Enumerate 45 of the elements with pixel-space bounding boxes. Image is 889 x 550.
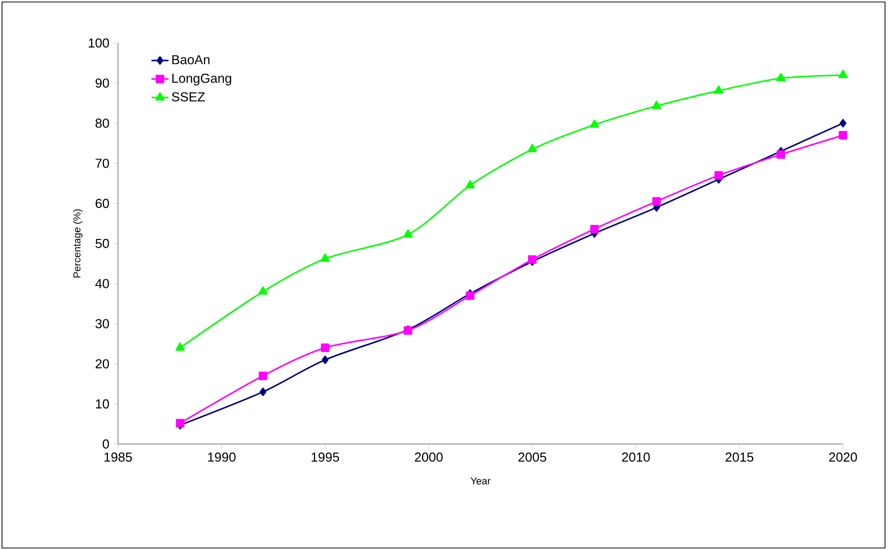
point	[590, 120, 600, 128]
y-tick-label: 20	[96, 359, 109, 368]
point	[260, 388, 266, 396]
point	[838, 130, 848, 140]
y-tick-label: 50	[96, 238, 109, 248]
x-tick-label: 1990	[208, 452, 236, 462]
point	[322, 356, 329, 364]
y-tick-label: 70	[96, 158, 109, 168]
point	[652, 197, 661, 206]
point	[776, 150, 786, 159]
legend-label: LongGang	[172, 74, 232, 86]
x-tick-label: 2020	[829, 452, 857, 462]
y-tick-label: 10	[96, 399, 109, 408]
point	[776, 73, 786, 82]
y-axis-title: Percentage (%)	[73, 209, 82, 278]
point	[590, 224, 599, 234]
y-tick-label: 40	[95, 278, 109, 288]
legend-label: BaoAn	[172, 55, 210, 64]
point	[258, 286, 268, 295]
point	[320, 344, 330, 352]
point	[466, 180, 475, 188]
x-tick-label: 2000	[414, 452, 443, 462]
point	[176, 342, 185, 351]
x-tick-label: 2015	[726, 452, 754, 462]
x-axis-title: Year	[470, 478, 490, 485]
point	[714, 171, 723, 180]
legend-label: SSEZ	[172, 92, 205, 102]
y-tick-label: 100	[88, 38, 109, 48]
point	[528, 144, 537, 152]
point	[714, 85, 724, 94]
point	[320, 253, 330, 262]
x-tick-label: 2010	[622, 452, 650, 462]
point	[403, 229, 413, 238]
y-tick-label: 80	[96, 118, 109, 128]
x-tick-label: 1995	[312, 452, 340, 462]
point	[840, 118, 846, 128]
point	[652, 100, 662, 109]
x-tick-label: 2005	[518, 452, 546, 462]
y-tick-label: 90	[96, 78, 109, 88]
x-tick-label: 1985	[104, 452, 132, 462]
point	[838, 70, 848, 78]
y-tick-label: 60	[96, 198, 109, 208]
y-tick-label: 0	[102, 439, 109, 449]
point	[258, 372, 268, 380]
y-tick-label: 30	[96, 319, 109, 328]
